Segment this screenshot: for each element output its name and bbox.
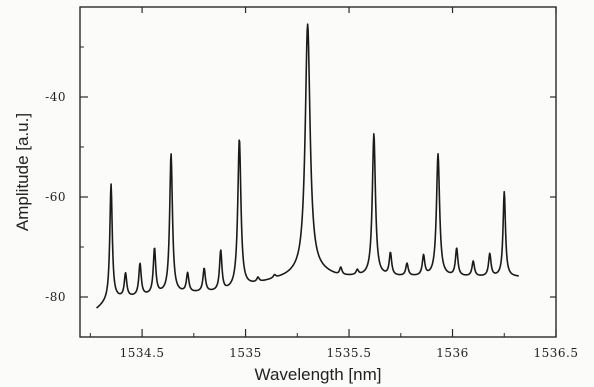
x-axis-label: Wavelength [nm] xyxy=(255,365,382,384)
x-tick-labels: 1534.5 1535 1535.5 1536 1536.5 xyxy=(120,346,579,360)
x-tick-label: 1536 xyxy=(436,346,469,360)
y-tick-label: -40 xyxy=(45,90,66,104)
y-axis-label: Amplitude [a.u.] xyxy=(13,113,32,231)
y-tick-label: -60 xyxy=(45,190,66,204)
x-tick-label: 1536.5 xyxy=(534,346,579,360)
y-tick-label: -80 xyxy=(45,290,66,304)
x-tick-label: 1535 xyxy=(229,346,262,360)
y-tick-labels: -40 -60 -80 xyxy=(45,90,66,304)
y-ticks xyxy=(80,46,556,298)
spectrum-series-line xyxy=(96,23,520,309)
x-ticks xyxy=(89,7,557,337)
x-tick-label: 1535.5 xyxy=(327,346,372,360)
x-tick-label: 1534.5 xyxy=(120,346,165,360)
plot-frame xyxy=(79,6,557,338)
